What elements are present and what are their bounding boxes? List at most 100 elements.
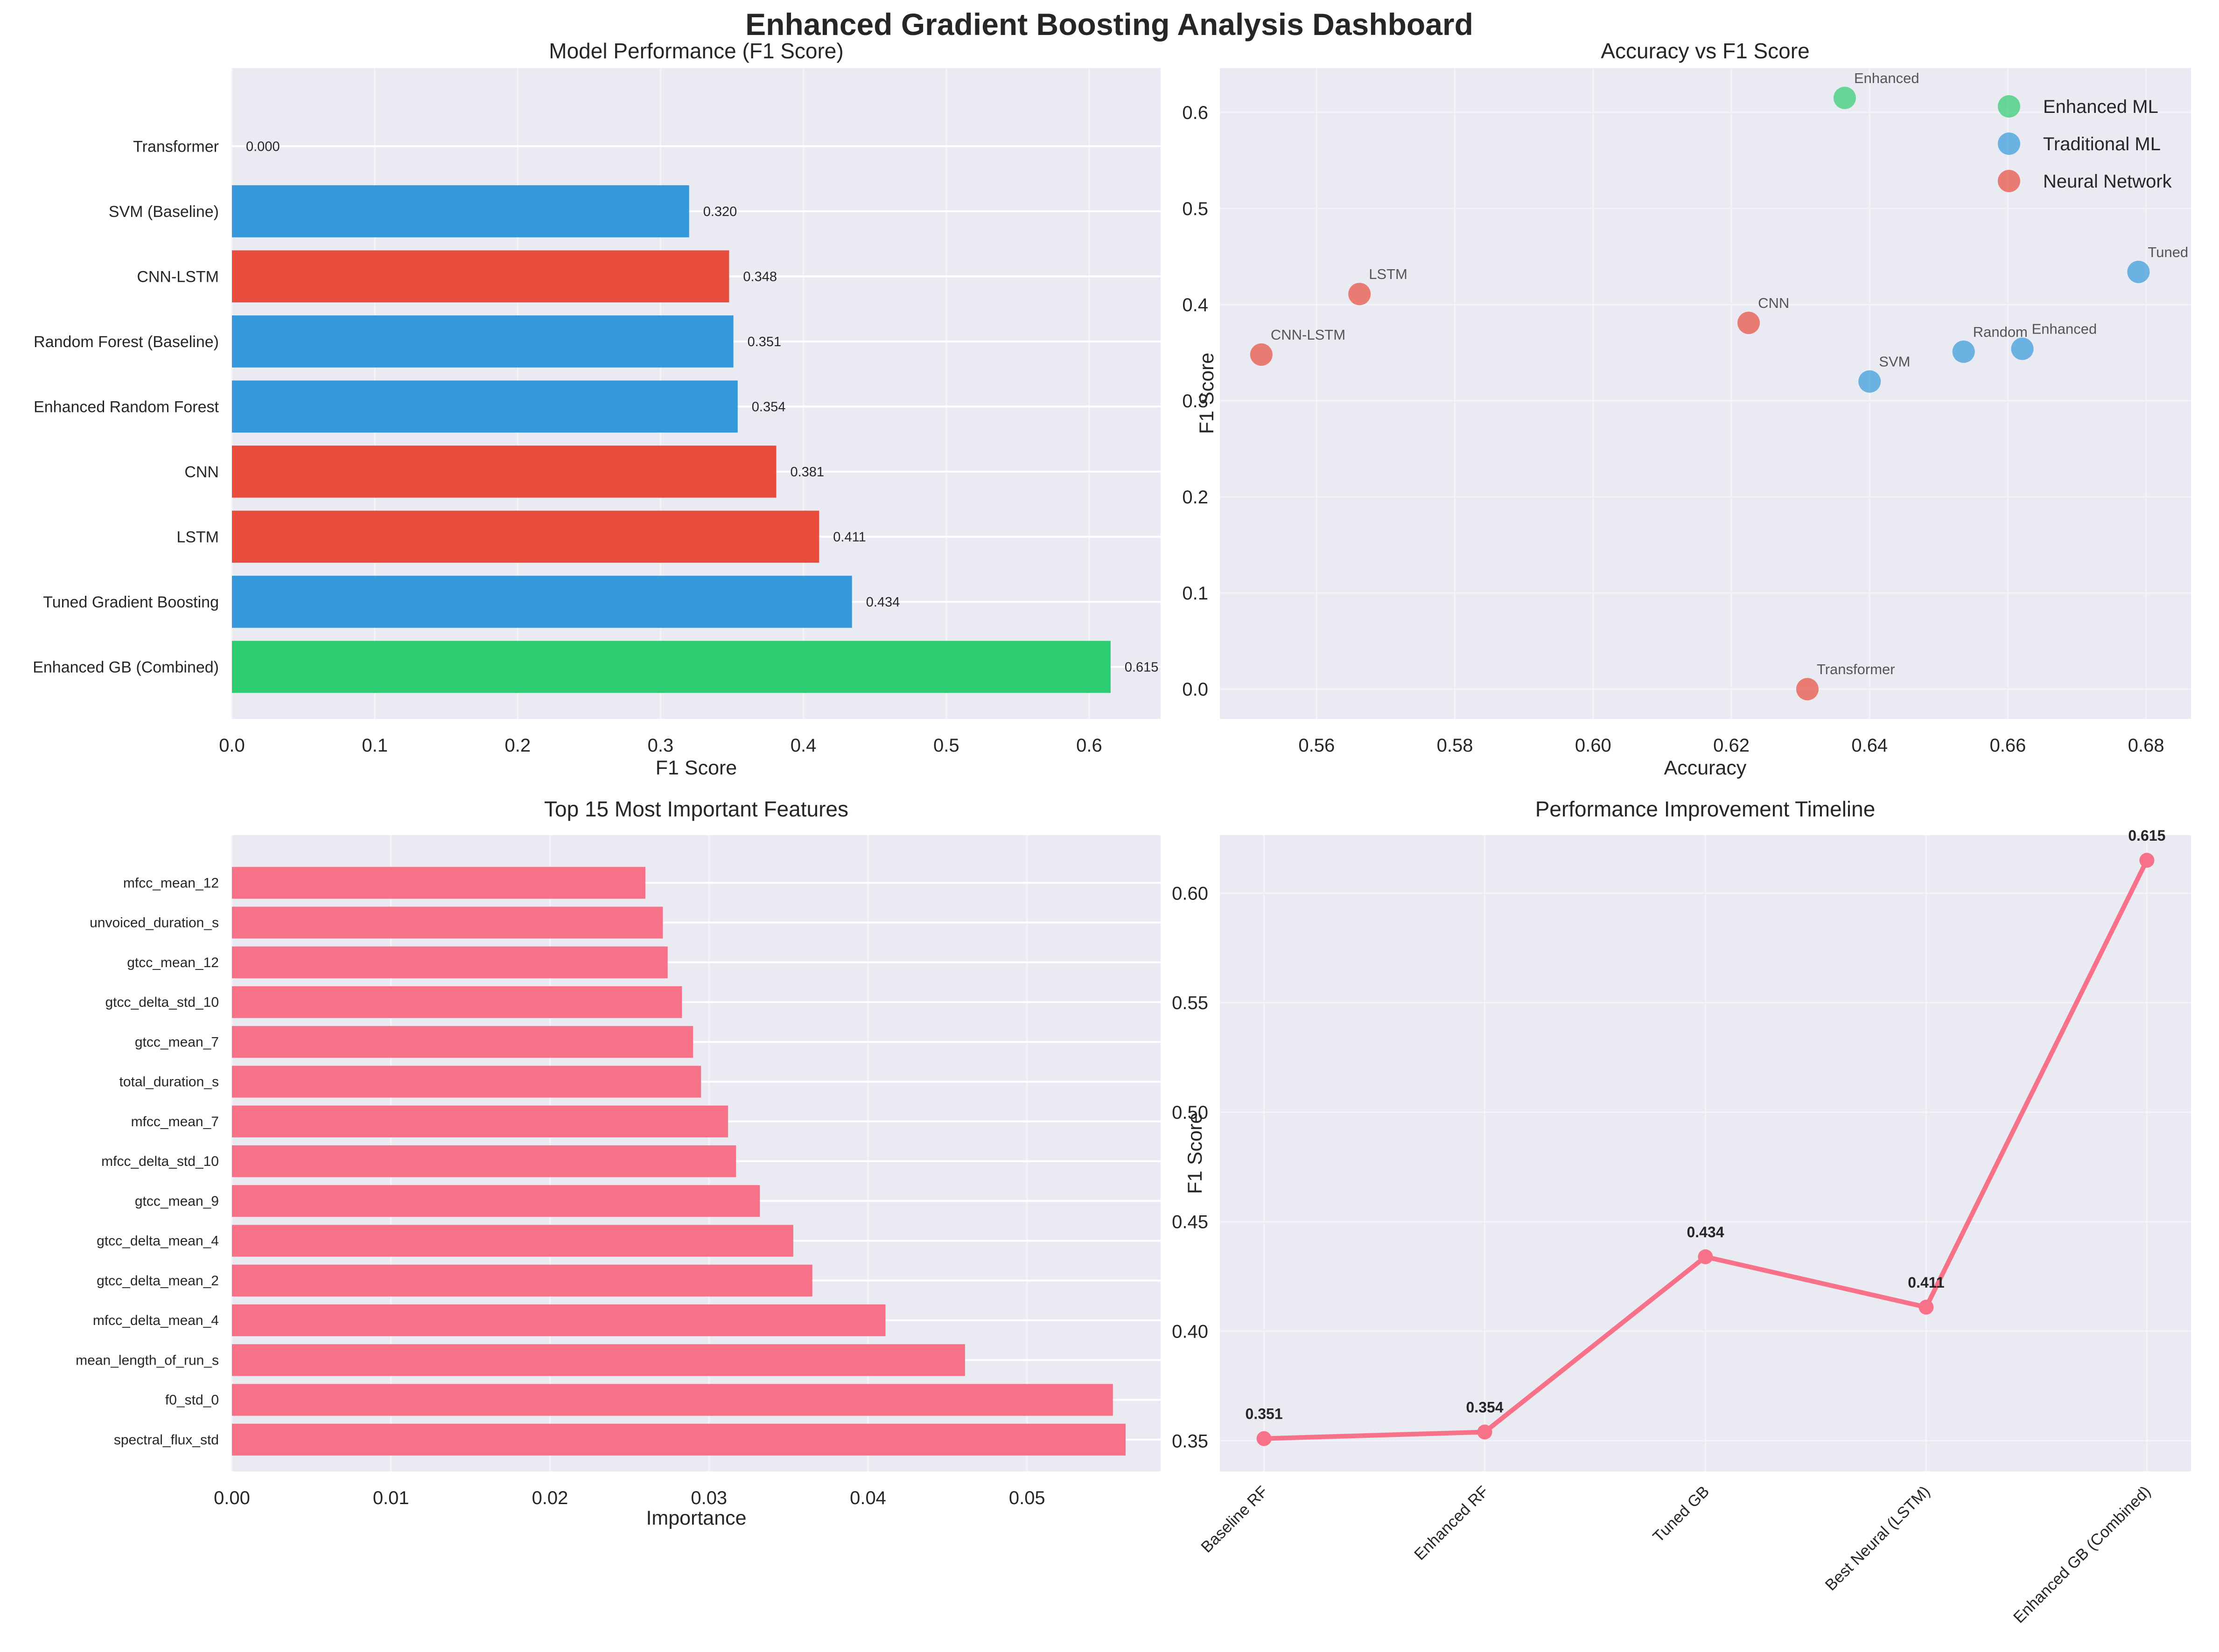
y-tick-label: 0.40	[1172, 1321, 1208, 1342]
gridlines	[1220, 68, 2191, 719]
bar	[232, 641, 1111, 693]
feature-label: mfcc_delta_mean_4	[93, 1313, 219, 1328]
y-tick-label: 0.60	[1172, 883, 1208, 904]
category-label: Enhanced GB (Combined)	[33, 658, 219, 676]
data-point	[1918, 1299, 1934, 1315]
feature-label: gtcc_mean_9	[135, 1193, 219, 1209]
chart-title: Model Performance (F1 Score)	[549, 39, 843, 63]
point-label: Enhanced	[1854, 70, 1919, 86]
y-tick-label: 0.50	[1172, 1102, 1208, 1123]
bar-value-label: 0.348	[743, 269, 777, 284]
scatter-point	[1737, 312, 1760, 335]
x-tick-label: 0.62	[1713, 735, 1750, 756]
plot-area	[1220, 68, 2191, 719]
feature-label: gtcc_delta_std_10	[105, 995, 219, 1010]
x-axis-label: F1 Score	[656, 757, 737, 779]
bar	[232, 1026, 693, 1058]
bar-value-label: 0.351	[748, 335, 782, 349]
legend: Enhanced ML Traditional ML Neural Network	[1998, 95, 2172, 192]
y-tick-label: 0.5	[1182, 199, 1208, 219]
feature-label: total_duration_s	[119, 1074, 219, 1090]
point-label: CNN	[1758, 295, 1789, 311]
feature-label: gtcc_delta_mean_2	[97, 1273, 219, 1289]
x-tick-label: 0.66	[1990, 735, 2026, 756]
feature-importance-chart: 0.00 0.01 0.02 0.03 0.04 0.05 spectral_flux_s…	[76, 797, 1161, 1529]
chart-title: Performance Improvement Timeline	[1535, 797, 1876, 821]
legend-marker	[1998, 170, 2020, 192]
point-label: Enhanced	[2032, 321, 2097, 337]
x-axis-label: Accuracy	[1664, 757, 1747, 779]
bars	[232, 867, 1126, 1456]
point-label: CNN-LSTM	[1271, 327, 1345, 343]
bar	[232, 446, 777, 498]
scatter-point	[1348, 283, 1371, 306]
x-tick-label: 0.03	[691, 1488, 727, 1508]
bar	[232, 946, 668, 978]
data-point	[1477, 1424, 1492, 1440]
x-tick-label: 0.68	[2128, 735, 2164, 756]
bar	[232, 380, 738, 433]
category-label: SVM (Baseline)	[109, 203, 219, 221]
x-tick-label: 0.60	[1575, 735, 1611, 756]
data-label: 0.434	[1687, 1224, 1724, 1241]
bar	[232, 510, 819, 563]
y-tick-label: 0.1	[1182, 583, 1208, 604]
y-tick-label: 0.6	[1182, 103, 1208, 123]
feature-label: spectral_flux_std	[114, 1432, 219, 1448]
y-axis-label: F1 Score	[1184, 1113, 1206, 1194]
feature-label: mfcc_mean_7	[131, 1114, 219, 1129]
bar	[232, 1423, 1126, 1456]
category-label: Transformer	[133, 138, 219, 155]
feature-label: mfcc_mean_12	[123, 875, 219, 891]
x-tick-label: 0.00	[214, 1488, 250, 1508]
bar	[232, 250, 729, 303]
legend-marker	[1998, 132, 2020, 155]
scatter-point	[1796, 678, 1819, 701]
scatter-point	[1833, 86, 1856, 109]
category-label: CNN-LSTM	[137, 268, 219, 286]
bar	[232, 867, 645, 899]
feature-label: unvoiced_duration_s	[90, 915, 219, 931]
feature-label: mfcc_delta_std_10	[101, 1154, 219, 1169]
x-axis-label: Importance	[646, 1507, 746, 1529]
scatter-point	[1952, 340, 1975, 363]
bar	[232, 1225, 793, 1257]
bar	[232, 1185, 760, 1217]
bar-value-label: 0.381	[790, 465, 824, 480]
bar	[232, 1344, 965, 1376]
bar	[232, 986, 682, 1018]
x-tick-label: 0.64	[1851, 735, 1888, 756]
scatter-point	[1858, 370, 1881, 393]
x-ticks: 0.0 0.1 0.2 0.3 0.4 0.5 0.6	[219, 735, 1102, 756]
data-label: 0.411	[1908, 1274, 1944, 1291]
data-point	[1256, 1431, 1272, 1446]
category-label: Enhanced Random Forest	[34, 398, 219, 416]
x-tick-label: 0.01	[373, 1488, 409, 1508]
x-tick-label: 0.2	[505, 735, 531, 756]
bar	[232, 185, 689, 237]
x-tick-label: 0.1	[362, 735, 388, 756]
legend-label: Neural Network	[2043, 171, 2172, 192]
x-tick-label: 0.4	[791, 735, 817, 756]
x-ticks: 0.00 0.01 0.02 0.03 0.04 0.05	[214, 1488, 1045, 1508]
scatter-point	[2127, 260, 2150, 283]
category-label: CNN	[184, 463, 219, 481]
y-tick-label: 0.35	[1172, 1431, 1208, 1451]
y-tick-label: 0.2	[1182, 487, 1208, 508]
feature-label: gtcc_mean_12	[127, 955, 219, 970]
bar	[232, 1304, 886, 1337]
scatter-point	[2011, 337, 2034, 360]
category-label: Tuned Gradient Boosting	[43, 593, 219, 611]
bar	[232, 1264, 812, 1297]
bar	[232, 1145, 736, 1178]
gridlines	[1220, 835, 2191, 1471]
y-tick-label: 0.0	[1182, 679, 1208, 700]
point-label: SVM	[1879, 354, 1910, 370]
x-tick-label: 0.05	[1009, 1488, 1045, 1508]
model-performance-chart: 0.615 0.434 0.411 0.381 0.354 0.351 0.348 0.320…	[33, 39, 1161, 779]
bar	[232, 906, 663, 939]
